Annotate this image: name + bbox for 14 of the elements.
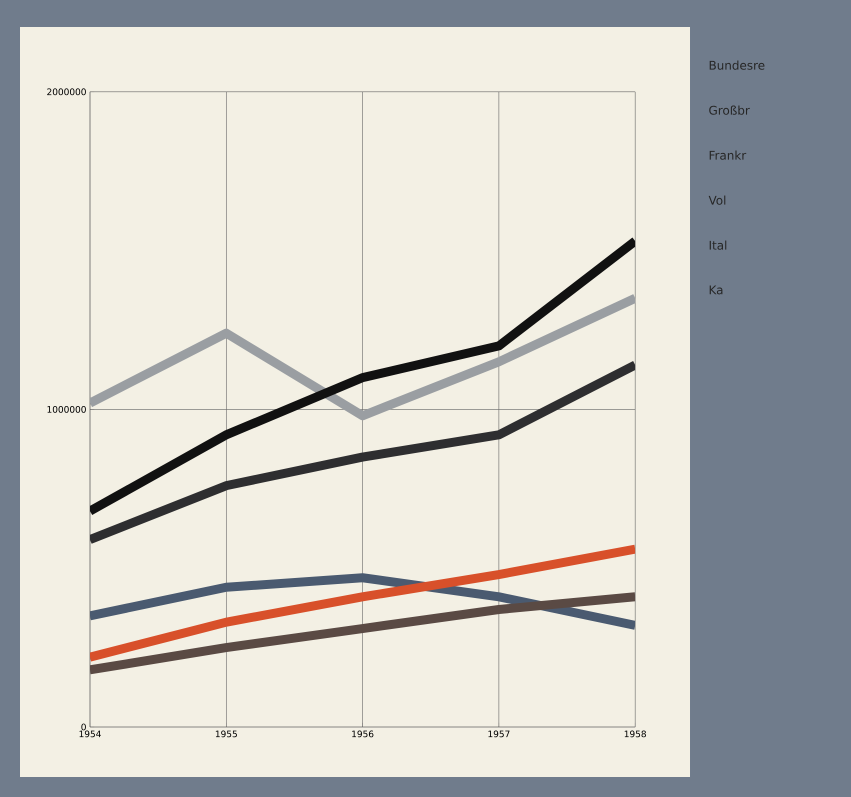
text: Vol	[708, 196, 726, 205]
x-tick-label: 1956	[352, 730, 374, 738]
x-tick-label: 1957	[488, 730, 510, 738]
text: Ital	[710, 240, 726, 250]
y-tick-label: 2000000	[47, 88, 86, 96]
x-tick-label: 1955	[216, 730, 237, 738]
text: Ka	[710, 286, 722, 294]
y-tick-label: 1000000	[48, 406, 86, 413]
text: Bundesre	[710, 60, 764, 70]
x-tick-label: 1958	[624, 730, 646, 738]
text: Frankr	[710, 150, 746, 160]
x-tick-label: 1954	[80, 730, 101, 738]
text: Großbr	[709, 106, 750, 115]
y-tick-label: 0	[81, 724, 86, 730]
